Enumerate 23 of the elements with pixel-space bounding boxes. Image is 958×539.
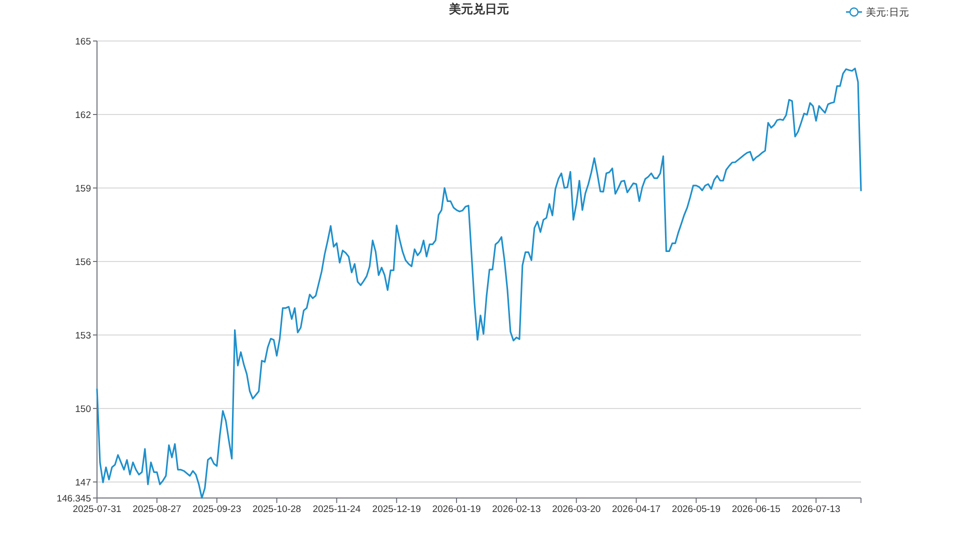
x-tick-label: 2025-07-31 bbox=[72, 504, 122, 515]
y-tick-label: 150 bbox=[75, 404, 91, 415]
y-tick-label: 165 bbox=[75, 36, 91, 48]
x-tick-label: 2025-11-24 bbox=[312, 504, 361, 515]
x-tick-label: 2025-08-27 bbox=[132, 504, 182, 515]
x-tick-label: 2025-10-28 bbox=[252, 504, 302, 515]
y-tick-label: 159 bbox=[75, 183, 91, 194]
x-tick-label: 2026-02-13 bbox=[492, 504, 541, 515]
x-tick-label: 2025-12-19 bbox=[372, 504, 421, 515]
y-tick-label: 146.345 bbox=[56, 493, 91, 504]
y-tick-label: 147 bbox=[75, 477, 91, 488]
x-tick-label: 2026-07-13 bbox=[792, 504, 840, 515]
y-tick-label: 153 bbox=[75, 330, 91, 342]
x-tick-label: 2026-05-19 bbox=[672, 504, 721, 515]
chart-title: 美元兑日元 bbox=[448, 2, 509, 16]
x-tick-label: 2025-09-23 bbox=[192, 504, 242, 515]
legend-label: 美元:日元 bbox=[866, 6, 909, 18]
x-tick-label: 2026-06-15 bbox=[732, 504, 780, 515]
x-tick-label: 2026-03-20 bbox=[552, 504, 601, 515]
y-tick-label: 156 bbox=[75, 256, 91, 268]
y-tick-label: 162 bbox=[75, 110, 91, 121]
x-tick-label: 2026-04-17 bbox=[612, 504, 661, 515]
x-tick-label: 2026-01-19 bbox=[432, 504, 481, 515]
